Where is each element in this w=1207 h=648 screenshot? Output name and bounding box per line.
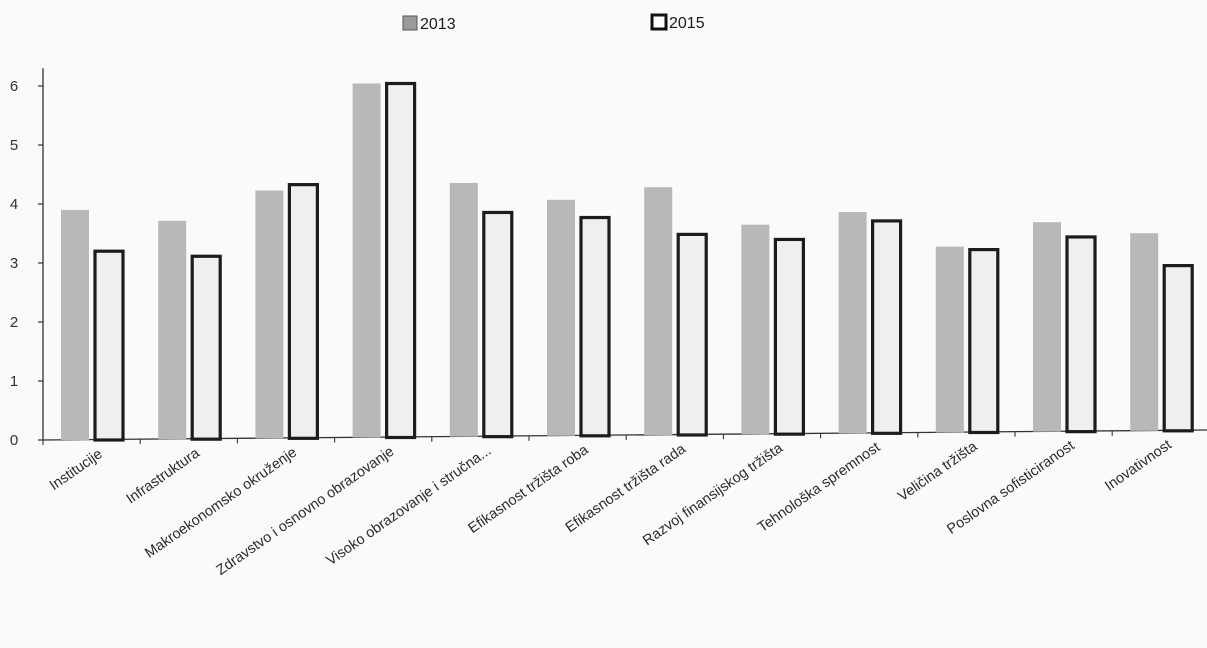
y-axis: 0 1 2 3 4 5 6 (10, 68, 44, 449)
legend-label-2013: 2013 (420, 16, 456, 33)
bar-2015 (287, 183, 319, 440)
bar-2015 (385, 81, 417, 440)
bar-2013 (838, 212, 867, 434)
bar-2015 (579, 215, 611, 438)
bar-2013 (158, 220, 187, 440)
bar-2013 (61, 209, 89, 440)
bars (61, 81, 1194, 442)
y-tick-label: 0 (10, 432, 18, 449)
bar-2013 (449, 182, 478, 437)
bar-2013 (255, 190, 284, 439)
bar-2013 (644, 187, 673, 435)
legend-item-2013: 2013 (402, 15, 456, 33)
legend-swatch-2013 (402, 15, 418, 31)
y-tick-label: 2 (10, 314, 18, 331)
bar-2015 (968, 247, 1000, 435)
bar-2015 (93, 249, 125, 442)
legend: 2013 2015 (402, 13, 705, 33)
bar-2013 (352, 83, 381, 438)
bar-2015 (773, 237, 806, 436)
y-tick-label: 4 (10, 196, 18, 213)
legend-item-2015: 2015 (650, 13, 705, 32)
bar-2015 (870, 219, 903, 435)
bar-2015 (190, 254, 222, 441)
legend-swatch-2015 (650, 13, 668, 31)
bar-2013 (1033, 222, 1061, 432)
x-axis (42, 429, 1207, 445)
legend-label-2015: 2015 (669, 15, 705, 32)
bar-2015 (676, 232, 708, 437)
y-tick-label: 1 (10, 373, 18, 390)
bar-2013 (1130, 233, 1159, 431)
bar-2015 (482, 210, 514, 439)
bar-2013 (741, 224, 770, 435)
bar-2015 (1065, 235, 1097, 434)
y-tick-label: 5 (10, 137, 18, 154)
y-tick-label: 6 (10, 78, 18, 95)
y-tick-label: 3 (10, 255, 18, 272)
bar-2013 (547, 199, 575, 436)
bar-2015 (1162, 264, 1194, 433)
bar-2013 (935, 246, 964, 433)
